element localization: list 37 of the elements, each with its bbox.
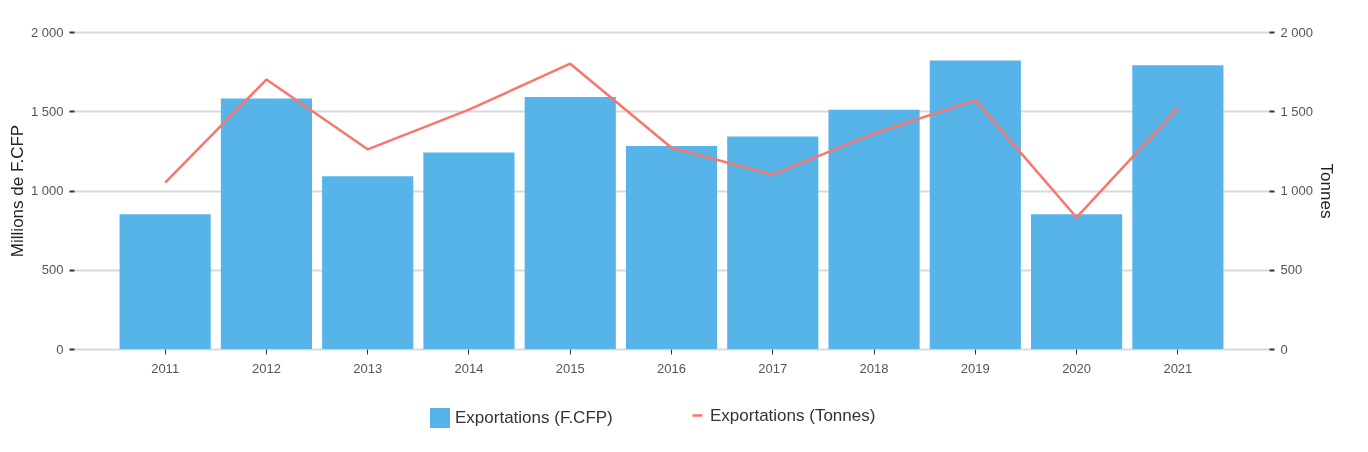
bar bbox=[1132, 65, 1224, 349]
y2-tick-label: 2 000 bbox=[1280, 24, 1314, 40]
x-tick-label: 2011 bbox=[151, 360, 180, 376]
x-tick-label: 2015 bbox=[555, 360, 585, 376]
y2-axis-title: Tonnes bbox=[1317, 163, 1337, 219]
bar bbox=[625, 146, 718, 349]
bar bbox=[423, 152, 515, 349]
bar bbox=[929, 60, 1021, 349]
y2-tick-label: 1 500 bbox=[1280, 103, 1314, 119]
y2-tick-label: 500 bbox=[1280, 262, 1303, 278]
y-tick-label: 1 000 bbox=[30, 183, 64, 198]
y-tick-label: 0 bbox=[56, 341, 64, 357]
y2-tick-label: 1 000 bbox=[1280, 183, 1314, 198]
bar bbox=[524, 96, 616, 349]
x-tick-label: 2021 bbox=[1163, 360, 1193, 376]
x-tick-label: 2020 bbox=[1062, 360, 1092, 376]
bar bbox=[220, 98, 312, 349]
bar bbox=[119, 214, 211, 349]
line-series bbox=[163, 62, 1180, 219]
y-axis-title: Millions de F.CFP bbox=[7, 124, 27, 258]
legend-label: Exportations (Tonnes) bbox=[710, 405, 876, 425]
x-tick-label: 2018 bbox=[859, 360, 889, 376]
x-tick-label: 2012 bbox=[251, 360, 281, 376]
bar bbox=[322, 176, 414, 349]
x-tick-label: 2016 bbox=[657, 360, 686, 376]
bar bbox=[828, 109, 920, 349]
bar bbox=[1031, 214, 1123, 349]
x-tick-label: 2017 bbox=[758, 360, 788, 376]
y2-tick-label: 0 bbox=[1280, 341, 1288, 357]
y-tick-label: 500 bbox=[41, 262, 64, 278]
y-tick-label: 2 000 bbox=[30, 24, 64, 40]
x-tick-label: 2014 bbox=[454, 360, 484, 376]
x-tick-label: 2013 bbox=[353, 360, 383, 376]
y-tick-label: 1 500 bbox=[30, 103, 64, 119]
x-tick-label: 2019 bbox=[960, 360, 990, 376]
bar bbox=[727, 136, 819, 349]
legend-label: Exportations (F.CFP) bbox=[455, 408, 613, 427]
